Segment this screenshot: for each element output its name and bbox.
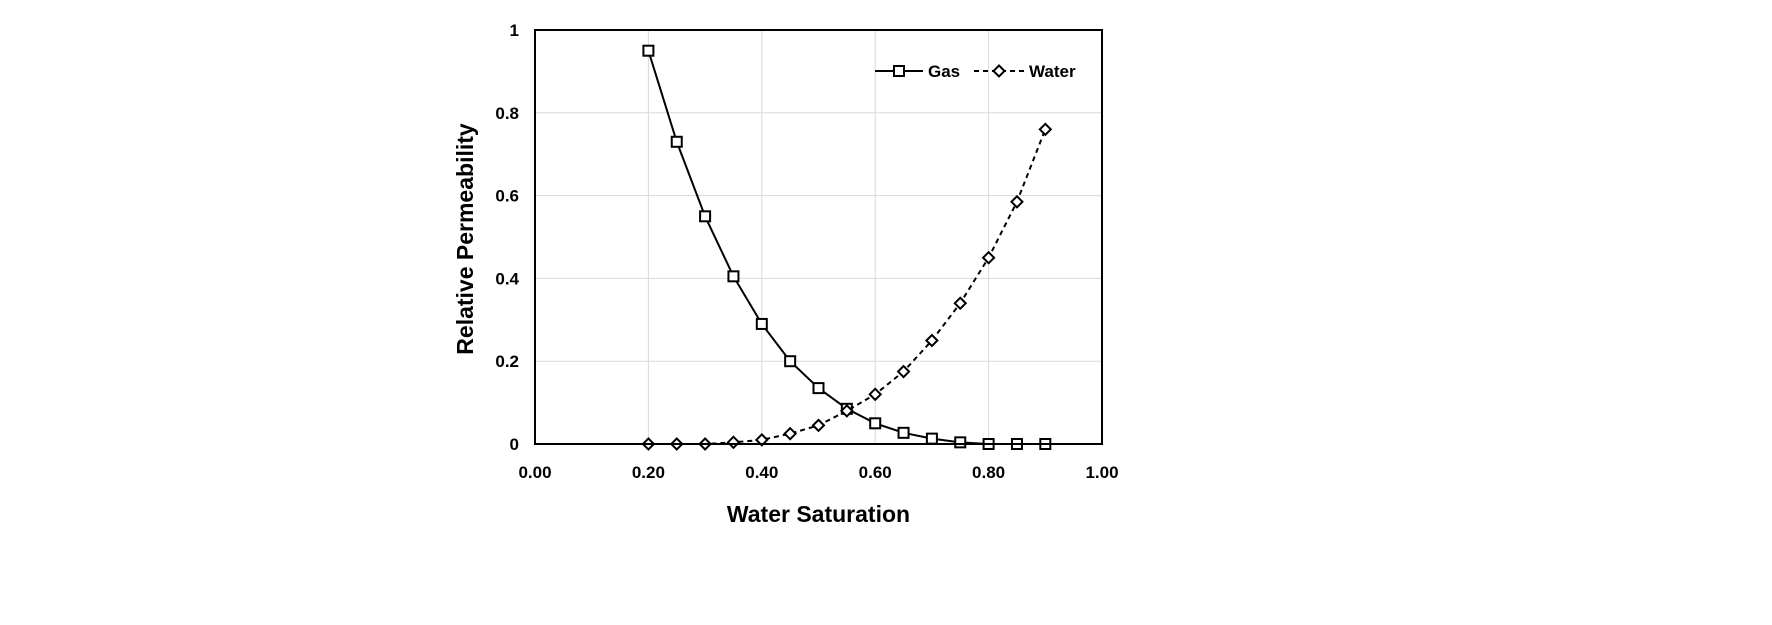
grid-layer	[535, 30, 1102, 444]
legend-water-label: Water	[1029, 62, 1076, 81]
y-tick-label: 0.2	[495, 352, 519, 371]
y-axis-title: Relative Permeability	[452, 123, 478, 355]
y-tick-label: 0.4	[495, 269, 519, 288]
data-point-gas	[642, 44, 655, 57]
data-point-gas	[869, 417, 882, 430]
data-point-water	[924, 333, 939, 348]
legend-gas-square-marker	[893, 65, 905, 77]
data-point-water	[1038, 122, 1053, 137]
x-tick-label: 0.00	[518, 463, 551, 482]
legend-water-diamond-marker	[992, 64, 1006, 78]
y-tick-label: 0	[510, 435, 519, 454]
data-point-gas	[812, 382, 825, 395]
data-point-water	[754, 432, 769, 447]
data-point-water	[726, 435, 741, 450]
x-tick-label: 0.40	[745, 463, 778, 482]
data-point-water	[783, 426, 798, 441]
data-point-water	[1010, 194, 1024, 209]
x-tick-label: 1.00	[1085, 463, 1118, 482]
data-point-gas	[925, 432, 938, 445]
x-axis-title: Water Saturation	[727, 501, 910, 527]
data-point-water	[981, 250, 996, 265]
data-point-water	[953, 296, 968, 311]
data-point-gas	[954, 436, 967, 449]
legend-gas-label: Gas	[928, 62, 960, 81]
data-point-water	[811, 418, 826, 433]
data-point-gas	[699, 210, 712, 223]
legend-item-water: Water	[974, 62, 1076, 81]
y-tick-label: 0.6	[495, 187, 519, 206]
y-tick-label: 0.8	[495, 104, 519, 123]
data-point-gas	[897, 426, 910, 439]
legend: Gas Water	[875, 62, 1076, 81]
plot-area-frame	[534, 29, 1103, 445]
data-point-gas	[784, 355, 797, 368]
data-point-gas	[727, 270, 740, 283]
x-tick-labels: 0.00 0.20 0.40 0.60 0.80 1.00	[518, 463, 1118, 482]
data-point-water	[839, 403, 854, 418]
data-point-water	[868, 387, 883, 402]
y-tick-labels: 0 0.2 0.4 0.6 0.8 1	[495, 21, 519, 454]
data-point-gas	[755, 317, 768, 330]
series-layer	[641, 44, 1053, 451]
y-tick-label: 1	[510, 21, 519, 40]
data-point-water	[896, 364, 911, 379]
data-point-gas	[670, 135, 683, 148]
series-line-gas	[647, 50, 1046, 445]
series-line-water	[648, 128, 1047, 445]
x-tick-label: 0.60	[859, 463, 892, 482]
x-tick-label: 0.20	[632, 463, 665, 482]
legend-item-gas: Gas	[875, 62, 960, 81]
x-tick-label: 0.80	[972, 463, 1005, 482]
